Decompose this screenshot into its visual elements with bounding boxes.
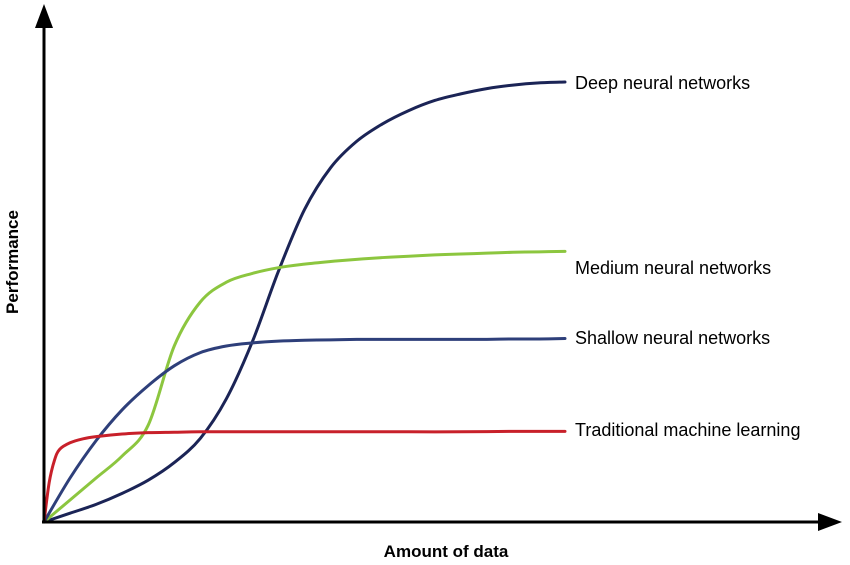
series-line-deep xyxy=(42,80,567,524)
series-label-deep: Deep neural networks xyxy=(575,73,750,93)
y-axis-arrow-icon xyxy=(35,4,53,28)
series-label-medium: Medium neural networks xyxy=(575,258,771,278)
series-line-medium xyxy=(42,249,567,524)
series-line-traditional xyxy=(42,429,567,524)
series-label-shallow: Shallow neural networks xyxy=(575,328,770,348)
series-label-traditional: Traditional machine learning xyxy=(575,420,800,440)
series-labels: Deep neural networks Medium neural netwo… xyxy=(575,73,800,440)
y-axis-label: Performance xyxy=(3,210,22,314)
series-line-shallow xyxy=(42,337,567,524)
x-axis-arrow-icon xyxy=(818,513,842,531)
series-layer xyxy=(42,80,567,524)
x-axis-label: Amount of data xyxy=(384,542,509,561)
